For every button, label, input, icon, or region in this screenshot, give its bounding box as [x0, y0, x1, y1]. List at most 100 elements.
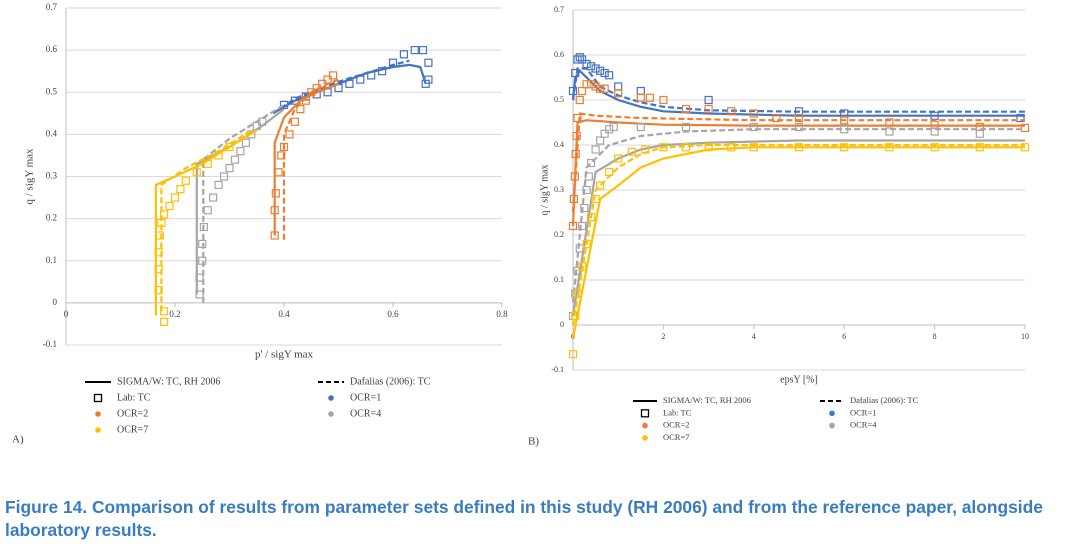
- y-tick-label: 0.4: [554, 140, 564, 149]
- caption: Figure 14. Comparison of results from pa…: [5, 497, 1043, 540]
- x-tick-label: 0: [64, 309, 69, 319]
- lab-point: [930, 127, 939, 136]
- lab-point: [591, 194, 600, 204]
- lab-point: [614, 89, 623, 98]
- lab-point: [575, 95, 584, 105]
- lab-point: [584, 172, 593, 181]
- lab-point: [170, 193, 180, 202]
- lab-point: [586, 158, 596, 168]
- lab-point: [577, 55, 587, 64]
- lab-point: [577, 221, 587, 231]
- dafalias-line: [571, 128, 1025, 303]
- y-tick-label: -0.1: [43, 339, 57, 349]
- lab-point: [568, 221, 578, 231]
- lab-point: [176, 185, 185, 194]
- lab-point: [591, 64, 600, 73]
- lab-point: [582, 80, 591, 89]
- lab-point: [975, 143, 984, 152]
- figure: -0.1 0 0.1 0.2 0.3 0.4 0.5 0.6 0.7 0 0.2 0.4 0.6 0.8 p…: [12, 2, 1030, 448]
- lab-point: [154, 265, 163, 274]
- lab-point: [198, 239, 207, 248]
- lab-point: [154, 286, 163, 295]
- lab-point: [596, 181, 605, 190]
- lab-point: [586, 62, 596, 71]
- lab-point: [614, 82, 623, 91]
- legend-dot: [328, 395, 334, 401]
- x-tick-label: 10: [1021, 332, 1029, 341]
- lab-point: [681, 104, 691, 114]
- lab-point: [840, 143, 849, 152]
- lab-point: [1016, 113, 1025, 123]
- lab-point: [659, 95, 668, 105]
- lab-point: [214, 180, 223, 190]
- legend-label: OCR=2: [663, 420, 690, 430]
- lab-point: [301, 96, 310, 105]
- lab-point: [586, 80, 596, 89]
- lab-point: [681, 122, 691, 132]
- panel-label: A): [12, 434, 24, 446]
- legend-dot: [95, 411, 101, 417]
- lab-point: [1020, 143, 1030, 152]
- y-tick-label: 0: [560, 320, 564, 329]
- lab-point: [727, 143, 736, 152]
- lab-point: [627, 147, 636, 156]
- lab-point: [596, 66, 605, 75]
- lab-point: [596, 136, 605, 145]
- lab-point: [160, 307, 169, 316]
- lab-point: [681, 143, 691, 152]
- lab-point: [975, 129, 984, 138]
- legend-label: SIGMA/W: TC, RH 2006: [663, 395, 751, 405]
- x-tick-label: 4: [752, 332, 756, 341]
- dafalias-line: [160, 129, 252, 312]
- lab-point: [641, 145, 650, 154]
- x-tick-label: 0.8: [496, 309, 508, 319]
- legend-label: SIGMA/W: TC, RH 2006: [117, 376, 220, 387]
- lab-point: [241, 138, 250, 147]
- lab-point: [410, 46, 419, 55]
- lab-point: [772, 113, 781, 123]
- lab-point: [605, 167, 614, 177]
- lab-point: [749, 122, 758, 132]
- lab-point: [270, 231, 279, 240]
- lab-point: [318, 79, 327, 88]
- lab-point: [591, 82, 600, 91]
- lab-point: [252, 121, 261, 131]
- lab-point: [236, 147, 245, 156]
- lab-point: [345, 79, 354, 88]
- lab-point: [160, 210, 169, 219]
- legend-label: OCR=4: [850, 420, 877, 430]
- lab-point: [749, 109, 758, 118]
- y-tick-label: 0.1: [554, 275, 564, 284]
- lab-point: [270, 206, 279, 215]
- lab-point: [258, 117, 267, 126]
- lab-point: [279, 142, 289, 152]
- lab-point: [290, 117, 299, 126]
- legend-dot: [642, 422, 648, 429]
- lab-point: [199, 222, 208, 232]
- lab-point: [645, 93, 654, 102]
- legend-label: OCR=7: [663, 432, 690, 442]
- lab-point: [307, 88, 316, 97]
- lab-point: [840, 125, 849, 134]
- x-tick-label: 8: [933, 332, 937, 341]
- dafalias-line: [571, 112, 1025, 213]
- lab-point: [596, 84, 605, 93]
- lab-point: [424, 58, 433, 67]
- lab-point: [794, 143, 804, 152]
- lab-point: [794, 122, 804, 132]
- lab-point: [571, 68, 580, 78]
- legend-label: OCR=7: [117, 424, 148, 435]
- legend-label: OCR=4: [350, 408, 381, 419]
- x-tick-label: 0.4: [278, 309, 290, 319]
- lab-point: [577, 262, 587, 271]
- y-tick-label: 0.2: [46, 213, 57, 223]
- lab-point: [577, 86, 587, 96]
- lab-point: [575, 244, 584, 253]
- y-axis-title: q / sigY max: [539, 164, 550, 215]
- lab-point: [388, 58, 398, 67]
- lab-point: [591, 145, 600, 154]
- lab-point: [154, 248, 163, 257]
- lab-point: [586, 212, 596, 222]
- legend-square: [93, 393, 103, 403]
- sigma-line: [571, 139, 1025, 317]
